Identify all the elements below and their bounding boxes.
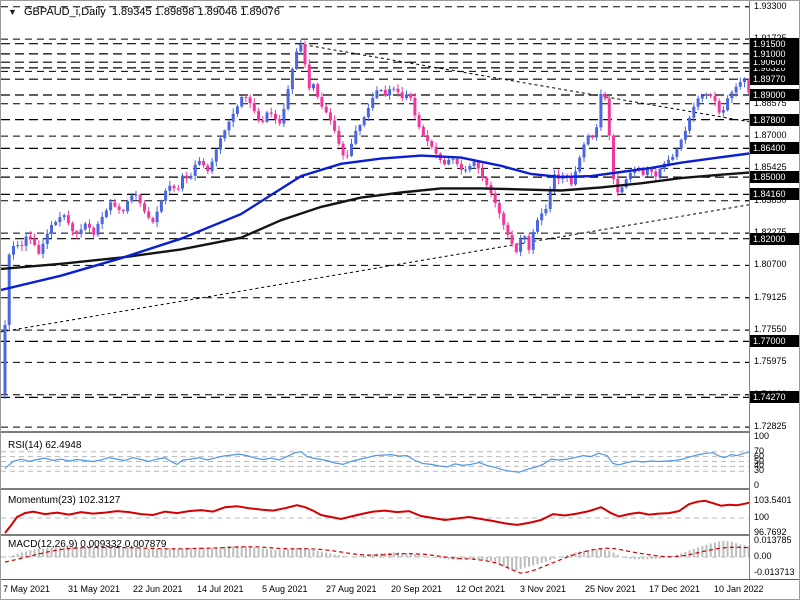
price-level-box: 1.85000 [750, 171, 799, 184]
rsi-axis-label: 40 [754, 460, 765, 471]
price-grid-label: 1.93300 [754, 0, 787, 11]
time-axis-label: 5 Aug 2021 [262, 584, 308, 594]
ma-fast [1, 152, 750, 292]
price-level-box: 1.89770 [750, 73, 799, 86]
price-level-box: 1.82000 [750, 232, 799, 245]
price-gridlines [1, 6, 749, 428]
momentum-axis-label: 103.5401 [754, 494, 792, 505]
rsi-axis-label: 100 [754, 431, 770, 441]
ma-slow [1, 171, 750, 271]
candles-group [3, 39, 751, 399]
momentum-value: 102.3127 [78, 495, 121, 506]
macd-axis-label: -0.013713 [754, 567, 795, 578]
symbol-label: GBPAUD_i,Daily [23, 6, 106, 18]
price-grid-label: 1.75975 [754, 356, 787, 367]
price-grid-label: 1.72825 [754, 421, 787, 432]
time-axis-label: 10 Jan 2022 [714, 584, 764, 594]
rsi-indicator-label: RSI(14) 62.4948 [8, 440, 81, 451]
rsi-value: 62.4948 [45, 440, 82, 451]
macd-indicator-label: MACD(12,26,9) 0.009332 0.007879 [8, 539, 166, 550]
time-axis-label: 7 May 2021 [3, 584, 51, 594]
macd-name: MACD(12,26,9) [8, 539, 78, 550]
time-axis-label: 25 Nov 2021 [585, 584, 637, 594]
price-level-box: 1.87800 [750, 113, 799, 126]
time-axis-label: 20 Sep 2021 [391, 584, 443, 594]
time-axis[interactable]: 7 May 2021 31 May 2021 22 Jun 2021 14 Jul 2… [1, 579, 799, 599]
rsi-axis-label: 50 [754, 455, 765, 466]
price-level-box: 1.89000 [750, 89, 799, 101]
rsi-name: RSI(14) [8, 440, 43, 451]
time-axis-label: 12 Oct 2021 [456, 584, 506, 594]
price-axis[interactable]: 1.933001.917251.901501.885751.870001.854… [749, 0, 799, 579]
price-grid-label: 1.88575 [754, 97, 787, 108]
symbol-dropdown-icon[interactable]: ▼ [8, 7, 17, 17]
price-grid-label: 1.79125 [754, 291, 787, 302]
momentum-name: Momentum(23) [8, 495, 76, 506]
macd-signal-line [4, 546, 750, 574]
momentum-axis-label: 100 [754, 512, 770, 522]
macd-axis-label: 0.00 [754, 551, 772, 561]
ma-slow-line [1, 171, 750, 271]
rsi-line [4, 451, 750, 473]
ma-fast-line [1, 152, 750, 292]
rsi-panel [1, 451, 750, 473]
price-grid-label: 1.82275 [754, 227, 787, 238]
price-grid-label: 1.77550 [754, 324, 787, 335]
rsi-axis-label: 60 [754, 450, 765, 461]
time-axis-label: 17 Dec 2021 [649, 584, 701, 594]
price-level-box: 1.74270 [750, 391, 799, 404]
price-grid-label: 1.80700 [754, 259, 787, 270]
ohlc-values: 1.89345 1.89898 1.89046 1.89076 [111, 6, 281, 18]
price-level-box: 1.86400 [750, 142, 799, 155]
price-level-box: 1.91000 [750, 47, 799, 60]
trendline-ascending-support [1, 204, 750, 333]
rsi-axis-label: 0 [754, 480, 760, 490]
time-axis-label: 31 May 2021 [68, 584, 121, 594]
rsi-axis-label: 30 [754, 465, 765, 476]
price-grid-label: 1.85425 [754, 162, 787, 173]
momentum-indicator-label: Momentum(23) 102.3127 [8, 495, 120, 506]
trendlines [1, 43, 750, 333]
price-level-box: 1.84160 [750, 188, 799, 201]
price-grid-label: 1.87000 [754, 130, 787, 141]
price-level-box: 1.91500 [750, 37, 799, 50]
momentum-axis-label: 96.7692 [754, 527, 787, 537]
time-axis-label: 3 Nov 2021 [520, 584, 567, 594]
panel-separator-momentum[interactable] [1, 488, 799, 490]
macd-values: 0.009332 0.007879 [80, 539, 167, 550]
rsi-axis-label: 70 [754, 445, 765, 456]
trendline-descending-resistance [297, 43, 750, 123]
horizontal-level-lines [1, 43, 749, 398]
chart-title: ▼ GBPAUD_i,Daily 1.89345 1.89898 1.89046… [8, 6, 280, 18]
macd-axis-label: 0.013785 [754, 534, 792, 545]
time-axis-label: 27 Aug 2021 [326, 584, 377, 594]
price-level-box: 1.77000 [750, 335, 799, 348]
time-axis-label: 14 Jul 2021 [197, 584, 244, 594]
panel-separator-rsi[interactable] [1, 431, 799, 433]
panel-separator-macd[interactable] [1, 534, 799, 536]
time-axis-label: 22 Jun 2021 [133, 584, 183, 594]
